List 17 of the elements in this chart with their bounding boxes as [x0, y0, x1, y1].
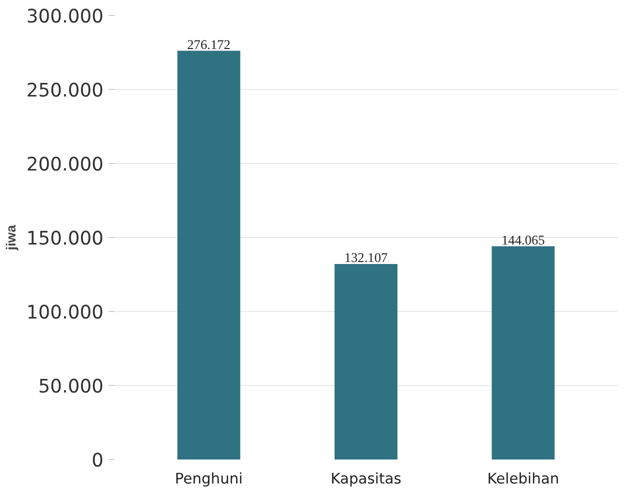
y-tick-label: 300.000: [26, 6, 104, 28]
x-tick-label: Kapasitas: [330, 470, 402, 488]
y-tick-label: 150.000: [26, 228, 104, 250]
bar: [334, 264, 398, 460]
data-label: 144.065: [502, 232, 546, 248]
bar: [177, 50, 240, 460]
data-label: 276.172: [187, 36, 230, 52]
y-tick-label: 0: [92, 450, 104, 472]
data-label: 132.107: [344, 250, 388, 265]
y-tick-label: 50.000: [38, 376, 104, 398]
x-tick-label: Kelebihan: [487, 470, 560, 488]
bar: [492, 246, 555, 460]
y-tick-label: 100.000: [26, 302, 104, 324]
x-tick-label: Penghuni: [174, 470, 243, 488]
y-axis-title: jiwa: [3, 224, 18, 252]
y-tick-label: 250.000: [26, 80, 104, 102]
y-tick-label: 200.000: [26, 154, 104, 176]
